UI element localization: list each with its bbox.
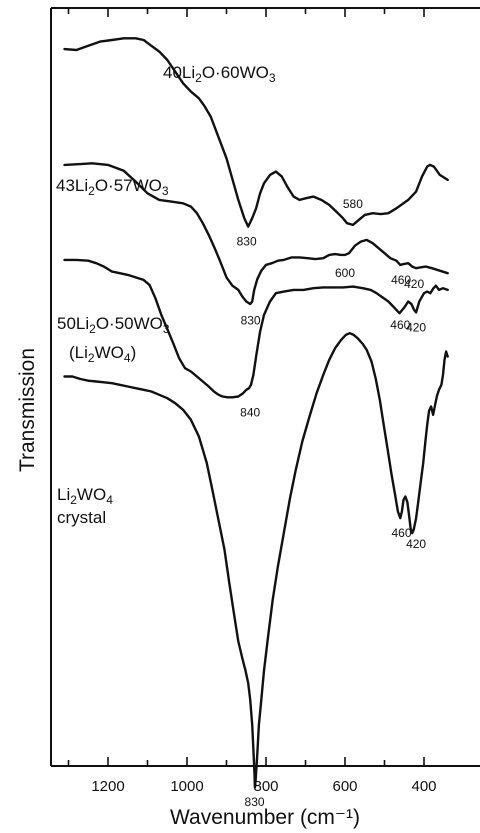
peak-label: 580 <box>343 197 363 211</box>
peak-label: 830 <box>241 314 261 328</box>
peak-label: 420 <box>406 320 426 334</box>
peak-label: 420 <box>406 537 426 551</box>
x-tick-label: 1000 <box>170 778 203 795</box>
series-label-4: Li2WO4 <box>57 485 113 507</box>
peak-label: 830 <box>245 795 265 809</box>
x-tick-label: 600 <box>332 778 357 795</box>
series-label-3: 50Li2O·50WO3 <box>57 314 170 336</box>
peak-label: 460 <box>391 526 411 540</box>
series-curve-2 <box>63 162 449 306</box>
x-tick-label: 1200 <box>91 778 124 795</box>
series-label-2: 43Li2O·57WO3 <box>56 176 169 198</box>
series-label-1: 40Li2O·60WO3 <box>163 63 276 85</box>
peak-label: 830 <box>237 235 257 249</box>
series-curve-3 <box>63 258 449 399</box>
peak-label: 460 <box>391 273 411 287</box>
x-axis-title: Wavenumber (cm⁻¹) <box>170 806 360 829</box>
series-sublabel-3: (Li2WO4) <box>69 343 136 365</box>
y-axis-title: Transmission <box>16 348 39 472</box>
peak-label: 600 <box>335 266 355 280</box>
series-curve-4 <box>63 332 449 789</box>
series-sublabel-4: crystal <box>57 508 106 527</box>
series-curve-1 <box>63 37 449 228</box>
peak-label: 840 <box>240 405 260 419</box>
x-tick-label: 400 <box>411 778 436 795</box>
peak-label: 420 <box>404 277 424 291</box>
x-tick-label: 800 <box>253 778 278 795</box>
peak-label: 460 <box>390 318 410 332</box>
